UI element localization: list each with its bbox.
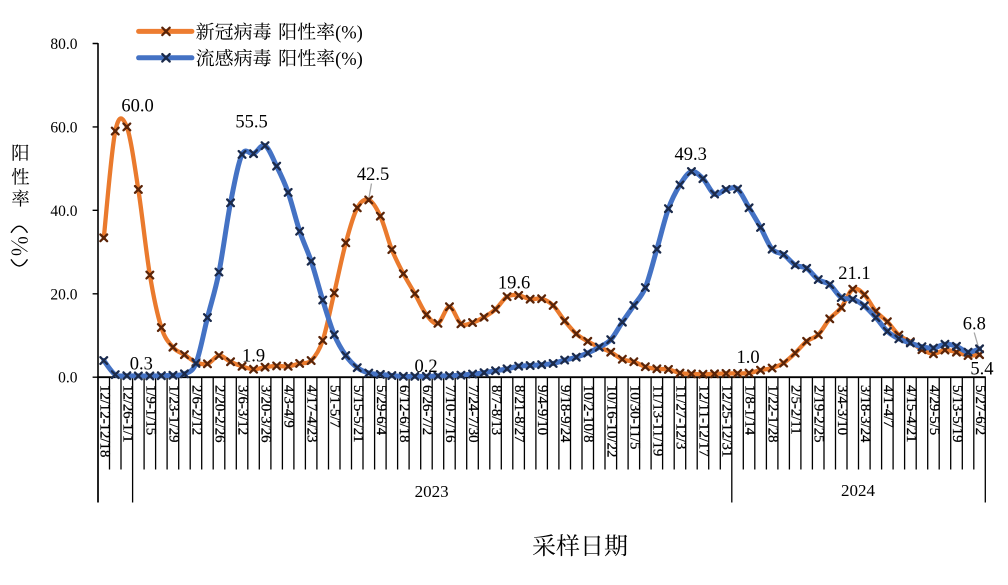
svg-text:9/18-9/24: 9/18-9/24 <box>557 385 573 443</box>
svg-text:3/6-3/12: 3/6-3/12 <box>235 385 251 435</box>
svg-text:5/29-6/4: 5/29-6/4 <box>373 385 389 436</box>
svg-text:8/7-8/13: 8/7-8/13 <box>488 385 504 435</box>
svg-text:2024: 2024 <box>841 481 876 500</box>
svg-text:12/11-12/17: 12/11-12/17 <box>696 385 712 457</box>
svg-text:6.8: 6.8 <box>963 315 986 335</box>
svg-text:(%): (%) <box>335 24 363 44</box>
svg-text:80.0: 80.0 <box>50 36 77 53</box>
svg-text:12/12-12/18: 12/12-12/18 <box>96 385 112 457</box>
svg-text:1/23-1/29: 1/23-1/29 <box>165 385 181 443</box>
svg-text:3/4-3/10: 3/4-3/10 <box>834 385 850 435</box>
svg-text:1/22-1/28: 1/22-1/28 <box>765 385 781 443</box>
svg-text:4/29-5/5: 4/29-5/5 <box>926 385 942 435</box>
svg-text:10/16-10/22: 10/16-10/22 <box>603 385 619 457</box>
svg-text:12/25-12/31: 12/25-12/31 <box>719 385 735 457</box>
svg-text:3/20-3/26: 3/20-3/26 <box>258 385 274 443</box>
svg-text:0.3: 0.3 <box>130 354 153 374</box>
svg-text:0.2: 0.2 <box>414 357 437 377</box>
svg-text:1/9-1/15: 1/9-1/15 <box>142 385 158 435</box>
svg-text:2/5-2/11: 2/5-2/11 <box>788 385 804 435</box>
svg-text:6/12-6/18: 6/12-6/18 <box>396 385 412 443</box>
svg-text:5/1-5/7: 5/1-5/7 <box>327 385 343 428</box>
svg-text:6/26-7/2: 6/26-7/2 <box>419 385 435 435</box>
svg-text:1.0: 1.0 <box>736 348 759 368</box>
svg-text:2/19-2/25: 2/19-2/25 <box>811 385 827 443</box>
svg-text:4/15-4/21: 4/15-4/21 <box>903 385 919 443</box>
svg-text:2/20-2/26: 2/20-2/26 <box>212 385 228 443</box>
svg-text:5/27-6/2: 5/27-6/2 <box>972 385 988 435</box>
svg-text:9/4-9/10: 9/4-9/10 <box>534 385 550 435</box>
svg-text:55.5: 55.5 <box>235 113 267 133</box>
svg-text:3/18-3/24: 3/18-3/24 <box>857 385 873 443</box>
svg-text:19.6: 19.6 <box>498 273 530 293</box>
svg-text:12/26-1/1: 12/26-1/1 <box>119 385 135 443</box>
svg-text:21.1: 21.1 <box>838 264 870 284</box>
svg-text:2/6-2/12: 2/6-2/12 <box>188 385 204 435</box>
svg-text:1.9: 1.9 <box>242 347 265 367</box>
svg-text:60.0: 60.0 <box>50 119 77 136</box>
svg-text:5/15-5/21: 5/15-5/21 <box>350 385 366 443</box>
svg-text:10/30-11/5: 10/30-11/5 <box>626 385 642 449</box>
svg-text:1/8-1/14: 1/8-1/14 <box>742 385 758 436</box>
svg-text:4/17-4/23: 4/17-4/23 <box>304 385 320 443</box>
svg-text:2023: 2023 <box>415 482 449 501</box>
svg-text:5/13-5/19: 5/13-5/19 <box>949 385 965 443</box>
svg-text:4/1-4/7: 4/1-4/7 <box>880 385 896 428</box>
svg-text:11/13-11/19: 11/13-11/19 <box>649 385 665 456</box>
svg-text:8/21-8/27: 8/21-8/27 <box>511 385 527 443</box>
svg-text:0.0: 0.0 <box>58 370 78 387</box>
svg-text:11/27-12/3: 11/27-12/3 <box>672 385 688 449</box>
svg-text:10/2-10/8: 10/2-10/8 <box>580 385 596 443</box>
svg-text:40.0: 40.0 <box>50 203 77 220</box>
svg-text:60.0: 60.0 <box>121 97 153 117</box>
svg-text:49.3: 49.3 <box>675 145 707 165</box>
svg-text:(%): (%) <box>335 50 363 70</box>
svg-text:5.4: 5.4 <box>970 360 993 380</box>
svg-text:42.5: 42.5 <box>357 165 389 185</box>
svg-text:7/24-7/30: 7/24-7/30 <box>465 385 481 443</box>
svg-text:7/10-7/16: 7/10-7/16 <box>442 385 458 443</box>
svg-text:20.0: 20.0 <box>50 286 77 303</box>
svg-text:4/3-4/9: 4/3-4/9 <box>281 385 297 428</box>
